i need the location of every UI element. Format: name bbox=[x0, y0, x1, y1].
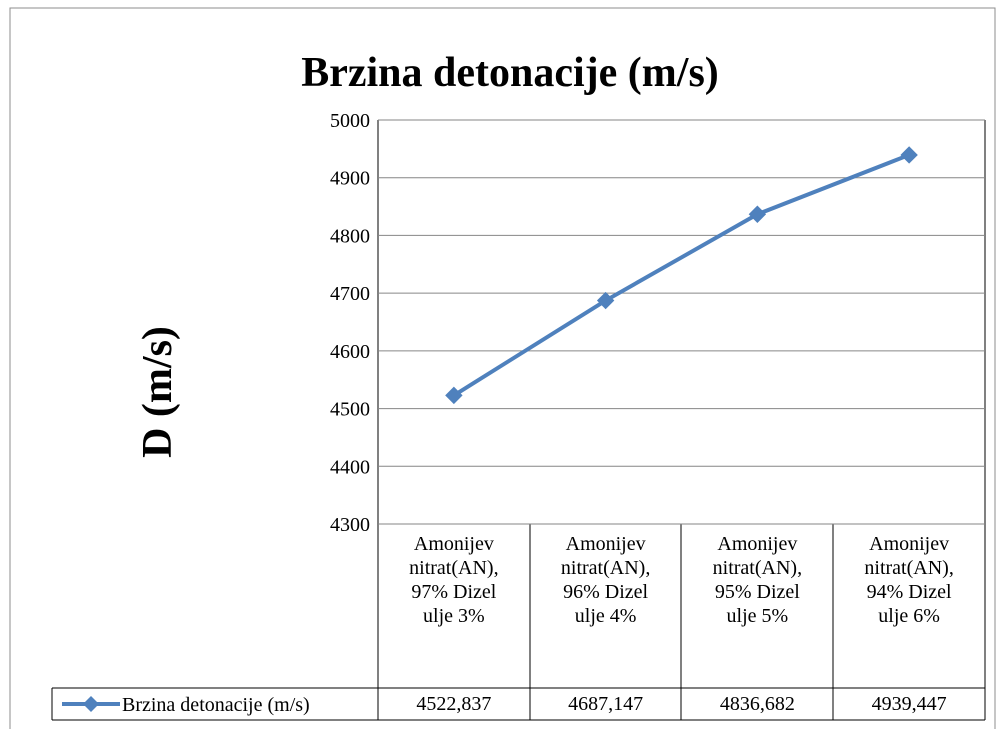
series-line bbox=[452, 153, 910, 398]
data-table-grid bbox=[51, 120, 986, 721]
x-category-label: Amonijev nitrat(AN), 95% Dizel ulje 5% bbox=[712, 533, 803, 627]
y-tick-label: 4400 bbox=[330, 456, 370, 478]
data-table-value: 4939,447 bbox=[871, 693, 947, 715]
y-tick-label: 4300 bbox=[330, 514, 370, 536]
data-table-value: 4687,147 bbox=[568, 693, 644, 715]
y-tick-label: 5000 bbox=[330, 110, 370, 132]
chart-title: Brzina detonacije (m/s) bbox=[301, 50, 719, 96]
legend-marker bbox=[83, 696, 99, 712]
data-table-value: 4836,682 bbox=[719, 693, 795, 715]
y-tick-label: 4900 bbox=[330, 168, 370, 190]
data-point bbox=[596, 291, 615, 310]
y-tick-label: 4500 bbox=[330, 399, 370, 421]
legend-label: Brzina detonacije (m/s) bbox=[122, 694, 310, 716]
x-category-label: Amonijev nitrat(AN), 94% Dizel ulje 6% bbox=[864, 533, 954, 627]
chart-border bbox=[9, 7, 996, 729]
y-tick-label: 4800 bbox=[330, 225, 370, 247]
data-table-value: 4522,837 bbox=[416, 693, 492, 715]
y-tick-label: 4700 bbox=[330, 283, 370, 305]
data-point bbox=[900, 146, 918, 164]
y-axis-label: D (m/s) bbox=[135, 326, 181, 458]
x-category-label: Amonijev nitrat(AN), 96% Dizel ulje 4% bbox=[560, 533, 651, 627]
data-point bbox=[445, 386, 463, 405]
x-category-label: Amonijev nitrat(AN), 97% Dizel ulje 3% bbox=[409, 533, 499, 627]
data-point bbox=[748, 205, 767, 223]
y-tick-label: 4600 bbox=[330, 341, 370, 363]
